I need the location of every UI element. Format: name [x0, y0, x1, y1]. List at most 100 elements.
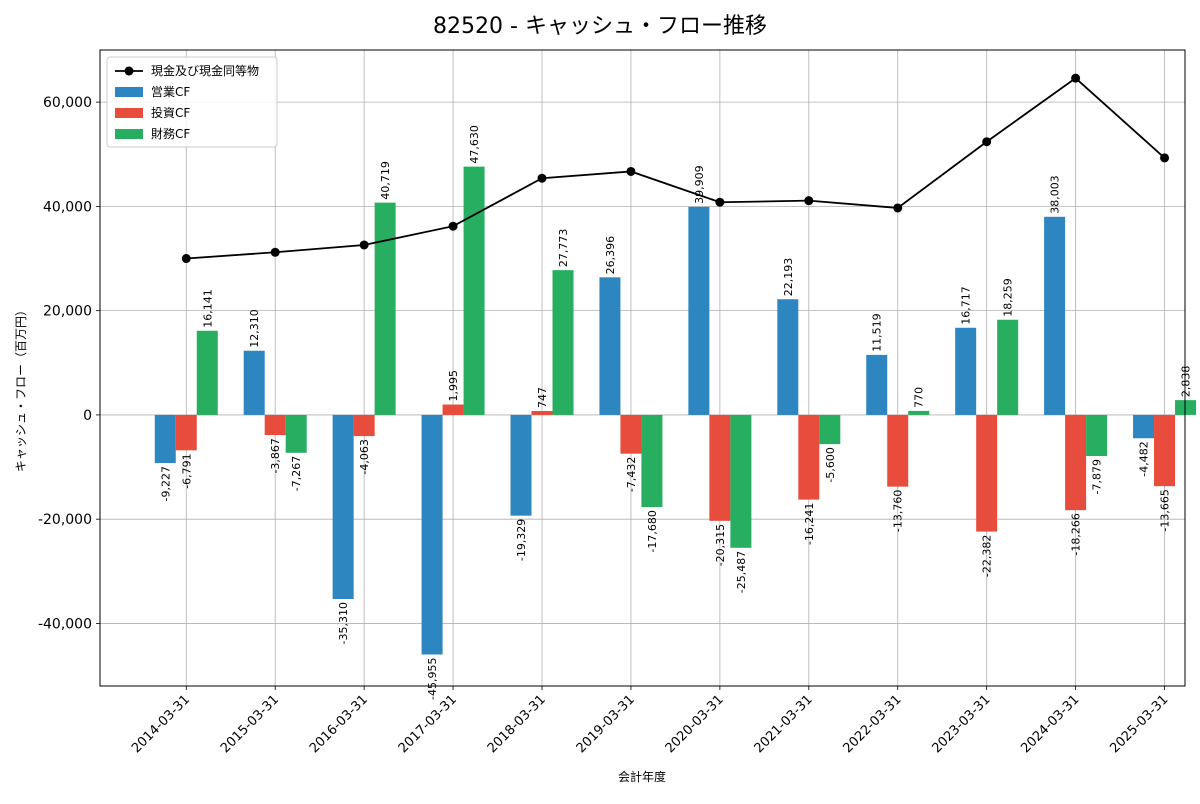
bar-3 [641, 414, 663, 508]
grid-layer [100, 50, 1185, 686]
bar-data-label: 1,995 [447, 370, 460, 402]
bar-3 [285, 414, 307, 453]
y-tick-label: -20,000 [38, 512, 92, 528]
bar-3 [374, 202, 396, 415]
legend-entry-label: 投資CF [151, 105, 190, 120]
bar-data-label: -18,266 [1070, 513, 1083, 555]
x-tick-label: 2014-03-31 [129, 692, 193, 756]
bar-data-label: 747 [536, 387, 549, 408]
cash-point [1160, 153, 1170, 163]
bar-data-label: -13,665 [1159, 489, 1172, 531]
y-tick-label: 60,000 [43, 95, 92, 111]
bar-data-label: -4,482 [1138, 441, 1151, 476]
bar-data-label: -16,241 [803, 503, 816, 545]
bar-data-label: -20,315 [714, 524, 727, 566]
bar-data-label: 22,193 [782, 258, 795, 297]
bar-1 [332, 414, 354, 599]
cash-point [982, 137, 992, 147]
x-tick-label: 2018-03-31 [485, 692, 549, 756]
bar-2 [887, 414, 909, 487]
x-axis-label: 会計年度 [618, 769, 666, 784]
legend-swatch [115, 108, 143, 118]
bar-1 [777, 299, 799, 415]
bar-3 [1086, 414, 1108, 456]
bar-2 [976, 414, 998, 532]
bar-data-label: -25,487 [735, 551, 748, 593]
bar-2 [442, 404, 464, 415]
bar-data-label: -17,680 [646, 510, 659, 552]
bar-data-label: 16,717 [960, 286, 973, 325]
x-tick-label: 2019-03-31 [574, 692, 638, 756]
bar-3 [908, 410, 930, 415]
bar-1 [421, 414, 443, 655]
bar-data-label: -7,432 [625, 457, 638, 492]
bar-2 [709, 414, 731, 521]
bar-data-label: 26,396 [604, 236, 617, 275]
bar-3 [730, 414, 752, 548]
bar-data-label: 11,519 [871, 313, 884, 352]
bar-data-label: -45,955 [426, 657, 439, 699]
bar-2 [353, 414, 375, 437]
bar-data-label: -7,879 [1091, 459, 1104, 494]
line-layer [181, 73, 1170, 264]
cash-line [186, 76, 1166, 260]
bar-data-label: 27,773 [557, 229, 570, 268]
cash-point [270, 247, 280, 257]
legend-box [106, 56, 278, 148]
bar-2 [531, 411, 553, 415]
x-tick-label: 2023-03-31 [929, 692, 993, 756]
bar-data-label: 2,838 [1180, 366, 1193, 398]
cash-point [715, 197, 725, 207]
bar-data-label: -19,329 [515, 519, 528, 561]
cash-point [804, 196, 814, 206]
cash-point [893, 203, 903, 213]
bar-2 [620, 414, 642, 454]
x-tick-label: 2016-03-31 [307, 692, 371, 756]
y-tick-label: 40,000 [43, 199, 92, 215]
bar-data-label: -22,382 [981, 535, 994, 577]
bar-1 [599, 277, 621, 415]
x-tick-label: 2024-03-31 [1018, 692, 1082, 756]
bar-data-label: -3,867 [269, 438, 282, 473]
bar-2 [175, 414, 197, 451]
y-axis-label: キャッシュ・フロー（百万円） [14, 304, 28, 472]
y-tick-label: 0 [83, 408, 92, 424]
legend-swatch [115, 129, 143, 139]
bar-data-label: -13,760 [892, 490, 905, 532]
legend-swatch [115, 87, 143, 97]
bar-3 [997, 319, 1019, 415]
bar-1 [154, 414, 176, 464]
bar-data-label: -6,791 [180, 453, 193, 488]
plot-frame [99, 49, 1186, 687]
bar-data-label: -4,063 [358, 439, 371, 474]
bar-data-label: -5,600 [824, 447, 837, 482]
bar-data-label: 770 [913, 387, 926, 408]
bars-layer [154, 166, 1197, 655]
x-tick-label: 2021-03-31 [752, 692, 816, 756]
legend-line-marker [124, 66, 134, 76]
cash-point [448, 221, 458, 231]
bar-1 [955, 327, 977, 415]
data-labels-layer: -9,227 12,310 -35,310 -45,955 -19,329 26,396 3… [159, 125, 1192, 700]
bar-data-label: -7,267 [290, 456, 303, 491]
bar-data-label: 18,259 [1002, 278, 1015, 317]
y-tick-label: -40,000 [38, 616, 92, 632]
bar-data-label: 39,909 [693, 165, 706, 204]
bar-data-label: -9,227 [159, 466, 172, 501]
cash-point [537, 173, 547, 183]
x-tick-label: 2025-03-31 [1107, 692, 1171, 756]
bar-data-label: 12,310 [248, 309, 261, 348]
cash-point [626, 166, 636, 176]
y-tick-label: 20,000 [43, 304, 92, 320]
legend-entry-label: 営業CF [151, 85, 190, 99]
cash-point [181, 254, 191, 264]
bar-3 [819, 414, 841, 445]
bar-2 [1065, 414, 1087, 511]
bar-2 [264, 414, 286, 436]
bar-3 [196, 330, 218, 415]
x-tick-label: 2020-03-31 [663, 692, 727, 756]
bar-3 [1175, 400, 1197, 415]
